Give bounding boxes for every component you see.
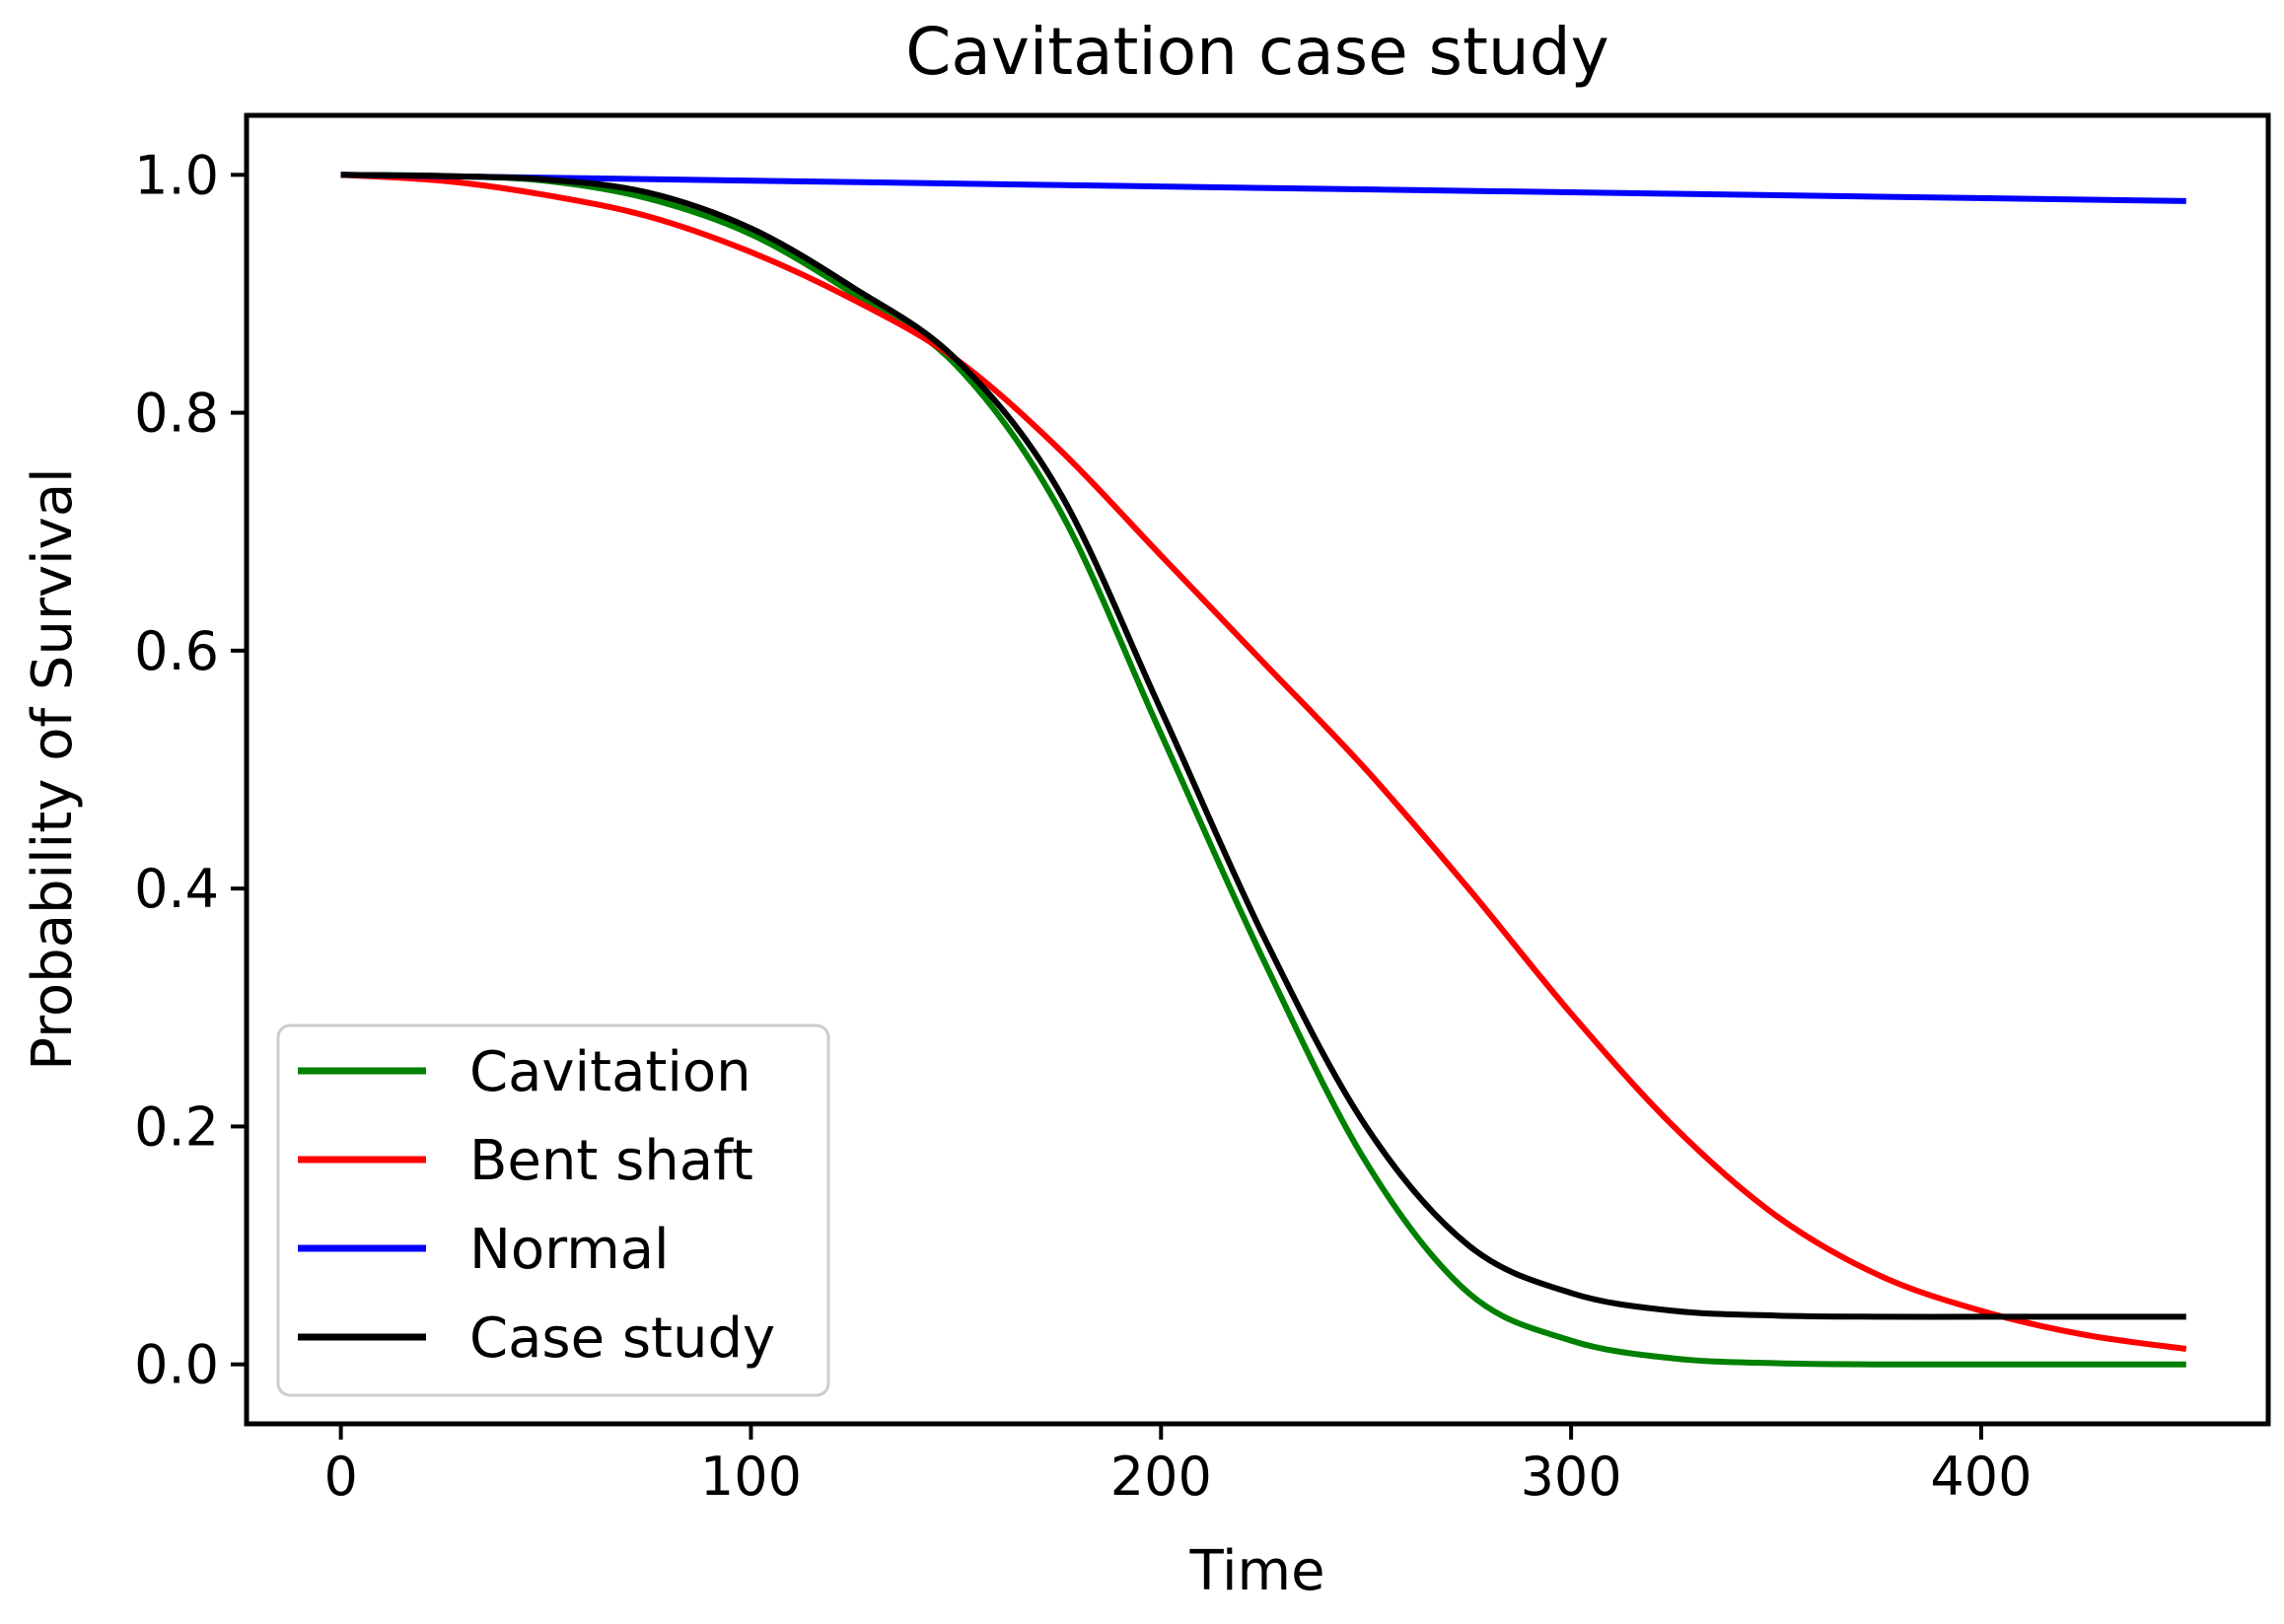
y-axis-label: Probability of Survival — [21, 467, 85, 1070]
legend-label-bent-shaft: Bent shaft — [469, 1129, 753, 1193]
chart-title: Cavitation case study — [905, 14, 1608, 90]
x-tick-label: 100 — [700, 1446, 802, 1508]
legend: Cavitation Bent shaft Normal Case study — [276, 1024, 830, 1397]
legend-label-case-study: Case study — [469, 1306, 775, 1371]
x-tick-label: 200 — [1110, 1446, 1212, 1508]
series-line-cavitation — [340, 172, 2186, 1368]
x-tick-label: 300 — [1521, 1446, 1622, 1508]
y-axis-ticks: 0.0 0.2 0.4 0.6 0.8 1.0 — [134, 144, 247, 1396]
series-line-bent-shaft — [340, 172, 2187, 1352]
y-tick-label: 1.0 — [134, 144, 219, 206]
plot-frame — [244, 112, 2271, 1427]
axes: 0 100 200 300 400 0.0 0.2 0.4 0.6 0.8 1.0 — [134, 144, 2032, 1508]
legend-label-cavitation: Cavitation — [469, 1040, 751, 1104]
y-tick-label: 0.8 — [134, 383, 219, 445]
x-tick-label: 400 — [1930, 1446, 2032, 1508]
legend-label-normal: Normal — [469, 1218, 670, 1282]
series-lines — [340, 172, 2187, 1368]
x-tick-label: 0 — [323, 1446, 357, 1508]
legend-box — [276, 1024, 830, 1397]
x-axis-ticks: 0 100 200 300 400 — [323, 1424, 2032, 1508]
y-tick-label: 0.4 — [134, 858, 219, 920]
x-axis-label: Time — [1188, 1539, 1324, 1603]
y-tick-label: 0.2 — [134, 1095, 219, 1158]
y-tick-label: 0.0 — [134, 1334, 219, 1396]
series-line-normal — [340, 172, 2186, 204]
y-tick-label: 0.6 — [134, 620, 219, 682]
series-line-case-study — [340, 172, 2186, 1320]
